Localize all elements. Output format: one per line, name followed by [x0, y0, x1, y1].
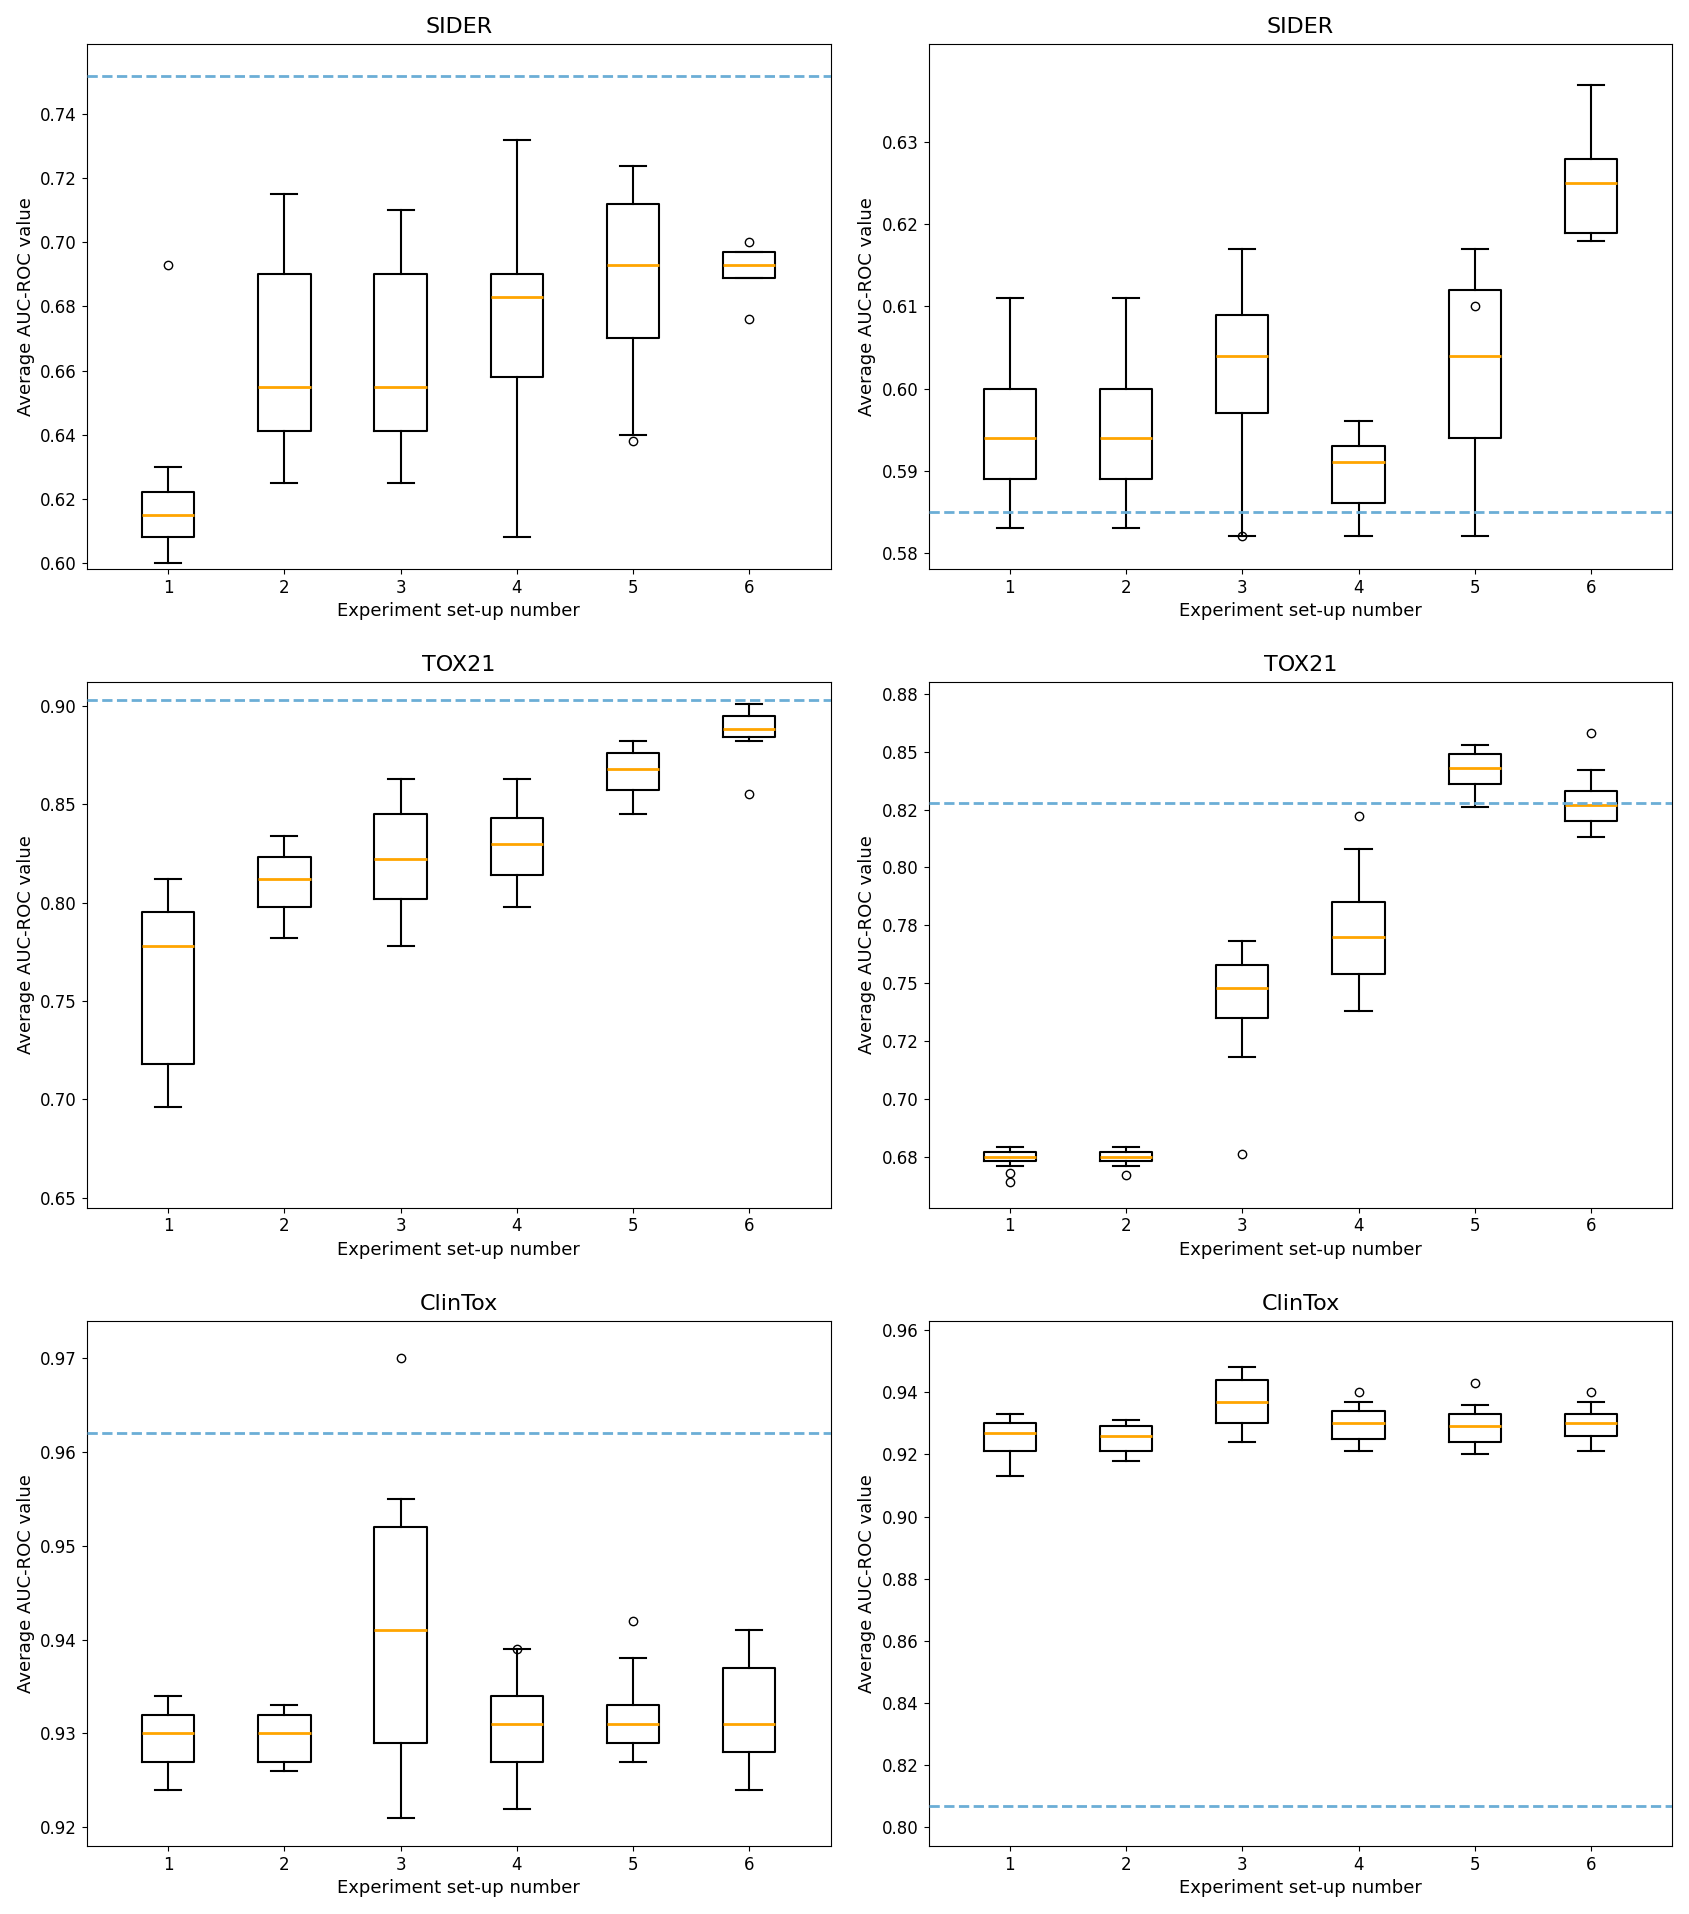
X-axis label: Experiment set-up number: Experiment set-up number — [338, 1240, 579, 1259]
Title: TOX21: TOX21 — [1263, 655, 1338, 676]
X-axis label: Experiment set-up number: Experiment set-up number — [338, 603, 579, 620]
X-axis label: Experiment set-up number: Experiment set-up number — [1179, 1880, 1422, 1897]
Title: ClinTox: ClinTox — [419, 1294, 498, 1313]
Y-axis label: Average AUC-ROC value: Average AUC-ROC value — [17, 1474, 35, 1692]
Y-axis label: Average AUC-ROC value: Average AUC-ROC value — [17, 197, 35, 415]
Title: SIDER: SIDER — [1267, 17, 1334, 36]
Y-axis label: Average AUC-ROC value: Average AUC-ROC value — [858, 1474, 877, 1692]
Title: TOX21: TOX21 — [422, 655, 495, 676]
X-axis label: Experiment set-up number: Experiment set-up number — [1179, 603, 1422, 620]
X-axis label: Experiment set-up number: Experiment set-up number — [1179, 1240, 1422, 1259]
Title: ClinTox: ClinTox — [1262, 1294, 1339, 1313]
Title: SIDER: SIDER — [426, 17, 491, 36]
Y-axis label: Average AUC-ROC value: Average AUC-ROC value — [17, 836, 35, 1055]
Y-axis label: Average AUC-ROC value: Average AUC-ROC value — [858, 836, 877, 1055]
X-axis label: Experiment set-up number: Experiment set-up number — [338, 1880, 579, 1897]
Y-axis label: Average AUC-ROC value: Average AUC-ROC value — [858, 197, 877, 415]
